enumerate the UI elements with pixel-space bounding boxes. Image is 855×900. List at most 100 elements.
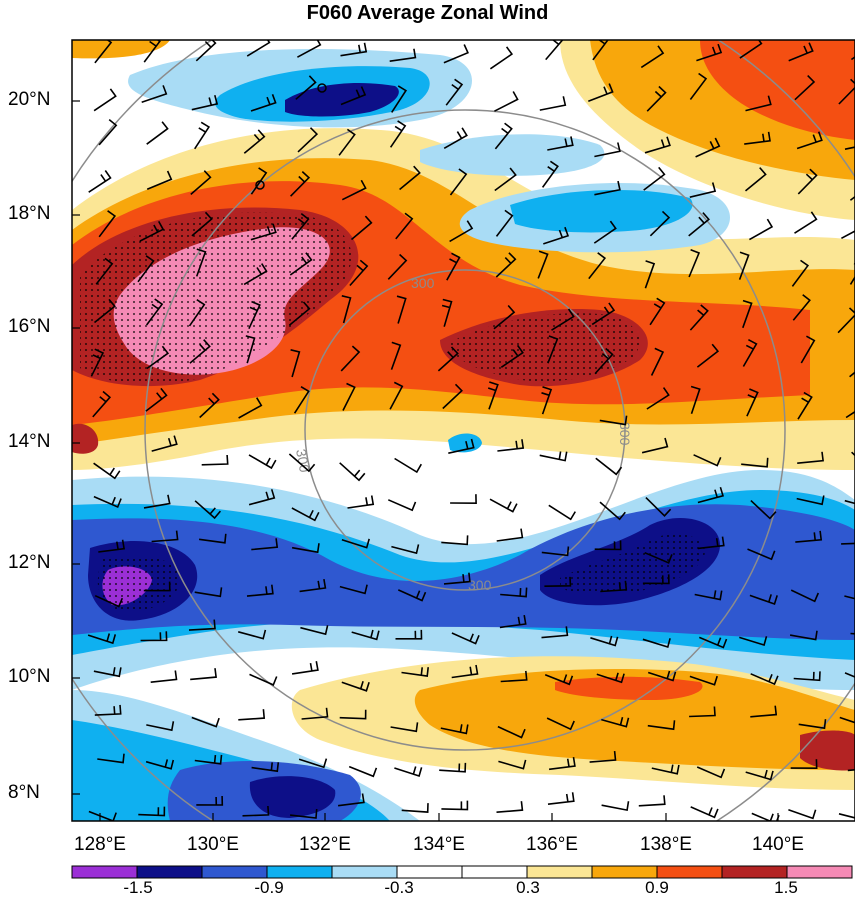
colorbar-label: -0.9	[254, 878, 284, 897]
wind-barb	[150, 670, 178, 683]
colorbar-swatch	[201, 865, 268, 879]
wind-barb	[246, 40, 271, 57]
wind-barb	[341, 680, 370, 692]
wind-barb	[340, 345, 361, 372]
wind-barb	[93, 462, 121, 480]
wind-barb	[547, 792, 575, 805]
wind-barb	[340, 86, 367, 106]
wind-barb	[291, 212, 310, 240]
wind-barb	[595, 457, 623, 476]
wind-barb	[143, 581, 171, 592]
wind-barb	[544, 673, 574, 686]
wind-barb	[695, 137, 721, 158]
wind-barb	[146, 170, 173, 190]
wind-barb	[98, 210, 117, 238]
wind-barb	[601, 801, 630, 812]
wind-barb	[441, 800, 469, 811]
wind-barb	[790, 589, 820, 603]
wind-barb	[250, 167, 268, 195]
wind-barb	[291, 507, 320, 522]
colorbar-label: 0.3	[516, 878, 540, 897]
wind-barb	[489, 498, 518, 513]
lon-label: 134°E	[413, 834, 465, 855]
wind-barb	[90, 348, 105, 377]
wind-barb	[251, 538, 279, 551]
colorbar	[71, 865, 853, 879]
wind-barb	[145, 759, 175, 770]
wind-barb	[93, 88, 117, 112]
wind-barb	[494, 91, 519, 112]
wind-barb	[796, 495, 825, 506]
wind-barb	[588, 83, 614, 102]
wind-barb	[451, 664, 479, 679]
ring-label: 300	[468, 577, 492, 593]
wind-barb	[495, 252, 517, 278]
colorbar-swatch	[721, 865, 788, 879]
wind-barb	[291, 543, 320, 554]
wind-barb	[390, 341, 402, 370]
wind-barb	[248, 489, 276, 506]
wind-barb	[746, 388, 759, 417]
wind-barb	[93, 495, 122, 509]
wind-barb	[94, 298, 116, 324]
wind-barb	[439, 762, 467, 773]
wind-barb	[791, 259, 810, 287]
colorbar-label: -1.5	[123, 878, 153, 897]
wind-barb	[688, 249, 701, 278]
wind-barb	[744, 167, 767, 192]
wind-barb	[750, 500, 777, 520]
wind-barb	[295, 75, 317, 100]
ring-label: 300	[293, 448, 313, 474]
wind-barb	[250, 223, 277, 241]
wind-barb	[745, 95, 772, 112]
wind-barb	[591, 302, 616, 326]
wind-barb	[738, 251, 750, 280]
wind-barb	[845, 410, 855, 419]
wind-barb	[250, 94, 277, 112]
wind-barb	[497, 439, 525, 452]
wind-barb	[551, 308, 575, 331]
wind-barb	[487, 381, 499, 410]
wind-barb	[151, 435, 178, 452]
wind-barb	[443, 572, 471, 585]
wind-barb	[543, 226, 570, 245]
wind-barb	[541, 386, 553, 415]
wind-barb	[446, 252, 461, 281]
wind-barb	[389, 48, 417, 62]
colorbar-swatch	[786, 865, 853, 879]
wind-barb	[394, 766, 423, 778]
wind-barb	[341, 538, 370, 549]
wind-barb	[93, 667, 122, 678]
wind-barb	[98, 539, 126, 553]
wind-barb	[451, 632, 480, 645]
wind-barb	[242, 805, 270, 817]
wind-barb	[650, 347, 665, 376]
wind-barb	[599, 415, 628, 426]
wind-barb	[838, 813, 855, 819]
wind-barb	[837, 307, 855, 334]
range-ring-middle	[144, 109, 786, 751]
wind-barb	[449, 220, 474, 243]
wind-barb	[493, 304, 516, 330]
wind-barb	[146, 721, 175, 732]
wind-barb	[742, 338, 758, 367]
wind-barb	[391, 85, 408, 113]
wind-barb	[97, 753, 125, 764]
wind-barb	[790, 759, 818, 770]
wind-barb	[594, 142, 621, 158]
wind-barb	[141, 85, 168, 104]
wind-barb	[290, 349, 301, 378]
wind-darkred-southeast	[800, 730, 855, 771]
wind-barb	[644, 136, 671, 154]
wind-barb	[190, 668, 217, 681]
wind-barb	[647, 670, 677, 682]
stipple-south-west	[97, 555, 181, 613]
lon-label: 130°E	[187, 834, 239, 855]
colorbar-label: 1.5	[774, 878, 798, 897]
lat-label: 14°N	[8, 431, 51, 452]
wind-barb	[442, 383, 463, 410]
wind-barb	[145, 298, 164, 326]
stipple-north-core	[80, 212, 352, 385]
wind-barb	[539, 451, 568, 462]
